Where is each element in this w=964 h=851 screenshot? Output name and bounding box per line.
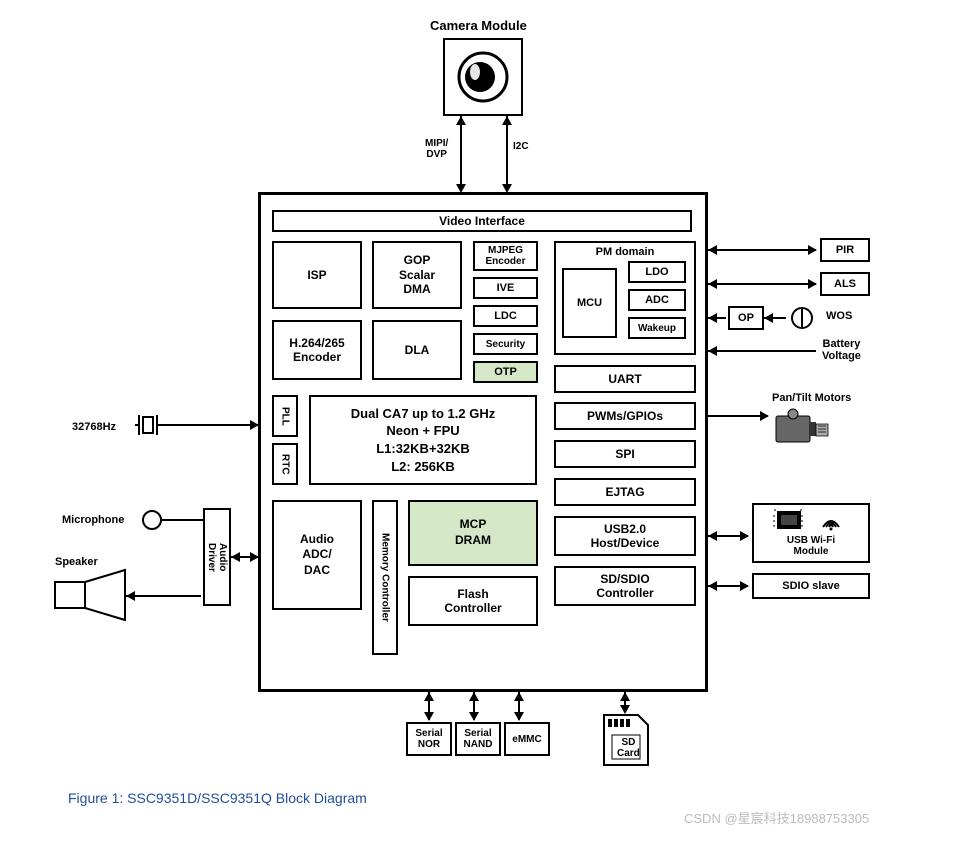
serial-nor-block: Serial NOR	[406, 722, 452, 756]
motor-icon	[772, 408, 832, 454]
audio-block: Audio ADC/ DAC	[272, 500, 362, 610]
battery-label: Battery Voltage	[822, 338, 861, 362]
uart-block: UART	[554, 365, 696, 393]
i2c-label: I2C	[513, 141, 529, 152]
dla-block: DLA	[372, 320, 462, 380]
camera-module-label: Camera Module	[430, 18, 527, 33]
isp-block: ISP	[272, 241, 362, 309]
ldo-block: LDO	[628, 261, 686, 283]
memctl-block: Memory Controller	[372, 500, 398, 655]
sdio-slave-block: SDIO slave	[752, 573, 870, 599]
flash-ctrl-block: Flash Controller	[408, 576, 538, 626]
mcu-block: MCU	[562, 268, 617, 338]
mcp-dram-block: MCP DRAM	[408, 500, 538, 566]
op-block: OP	[728, 306, 764, 330]
crystal-icon	[135, 413, 165, 437]
sdsdio-block: SD/SDIO Controller	[554, 566, 696, 606]
pll-block: PLL	[272, 395, 298, 437]
motors-label: Pan/Tilt Motors	[772, 392, 851, 404]
video-interface-block: Video Interface	[272, 210, 692, 232]
otp-block: OTP	[473, 361, 538, 383]
als-block: ALS	[820, 272, 870, 296]
wifi-module-block: USB Wi-Fi Module	[752, 503, 870, 563]
audio-driver-block: Audio Driver	[203, 508, 231, 606]
cpu-block: Dual CA7 up to 1.2 GHz Neon + FPU L1:32K…	[309, 395, 537, 485]
wos-icon	[788, 304, 816, 332]
pir-block: PIR	[820, 238, 870, 262]
camera-module-box	[443, 38, 523, 116]
security-block: Security	[473, 333, 538, 355]
hz-label: 32768Hz	[72, 421, 116, 433]
pwm-block: PWMs/GPIOs	[554, 402, 696, 430]
emmc-block: eMMC	[504, 722, 550, 756]
wakeup-block: Wakeup	[628, 317, 686, 339]
usb-block: USB2.0 Host/Device	[554, 516, 696, 556]
ejtag-block: EJTAG	[554, 478, 696, 506]
speaker-label: Speaker	[55, 556, 98, 568]
microphone-icon	[140, 508, 164, 532]
ldc-block: LDC	[473, 305, 538, 327]
mjpeg-block: MJPEG Encoder	[473, 241, 538, 271]
spi-block: SPI	[554, 440, 696, 468]
ive-block: IVE	[473, 277, 538, 299]
figure-caption: Figure 1: SSC9351D/SSC9351Q Block Diagra…	[68, 790, 367, 806]
pm-domain-label: PM domain	[596, 246, 655, 258]
gop-block: GOP Scalar DMA	[372, 241, 462, 309]
wifi-chip-icon	[771, 507, 851, 533]
mipi-dvp-label: MIPI/ DVP	[425, 138, 448, 160]
adc-block: ADC	[628, 289, 686, 311]
serial-nand-block: Serial NAND	[455, 722, 501, 756]
sd-card-label: SD Card	[617, 737, 640, 759]
h264-block: H.264/265 Encoder	[272, 320, 362, 380]
rtc-block: RTC	[272, 443, 298, 485]
mic-label: Microphone	[62, 514, 124, 526]
watermark-text: CSDN @星宸科技18988753305	[684, 808, 869, 827]
wos-label: WOS	[826, 310, 852, 322]
